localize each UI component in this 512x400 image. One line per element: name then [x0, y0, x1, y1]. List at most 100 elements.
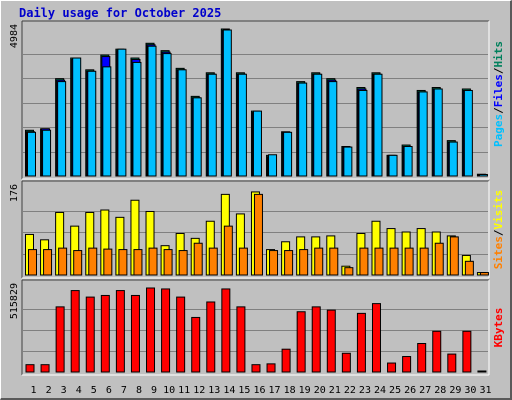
x-tick-label: 10: [163, 385, 175, 396]
hits-panel: 4984 Pages/Files/Hits: [9, 20, 505, 180]
hits-bar-pages: [283, 131, 293, 177]
kbytes-bar-kbytes: [85, 296, 95, 373]
kbytes-bar-kbytes: [251, 364, 261, 373]
hits-bar-pages: [448, 141, 458, 177]
kbytes-bar-kbytes: [161, 288, 171, 373]
kbytes-bar-kbytes: [432, 330, 442, 373]
kbytes-bar-kbytes: [176, 296, 186, 373]
visits-bar-sites: [284, 250, 294, 276]
x-tick-label: 13: [208, 385, 220, 396]
visits-bar-sites: [88, 247, 98, 276]
legend-entry: Visits: [492, 190, 505, 230]
x-tick-label: 16: [253, 385, 265, 396]
kbytes-bar-kbytes: [281, 348, 291, 373]
visits-bar-sites: [223, 225, 233, 276]
kbytes-bar-kbytes: [447, 353, 457, 373]
hits-bar-pages: [102, 66, 112, 177]
x-tick-label: 22: [344, 385, 356, 396]
hits-bar-pages: [87, 70, 97, 177]
x-tick-label: 24: [374, 385, 386, 396]
hits-bar-pages: [463, 89, 473, 177]
visits-bar-sites: [163, 249, 173, 276]
x-tick-label: 21: [329, 385, 341, 396]
legend-entry: /: [492, 229, 505, 236]
legend-entry: KBytes: [492, 308, 505, 348]
kbytes-bar-kbytes: [70, 290, 80, 373]
visits-bar-sites: [359, 247, 369, 276]
x-tick-label: 17: [269, 385, 281, 396]
hits-legend: Pages/Files/Hits: [492, 41, 505, 147]
kbytes-bar-kbytes: [236, 306, 246, 373]
x-tick-label: 6: [106, 385, 112, 396]
hits-bar-pages: [42, 129, 52, 177]
x-tick-label: 2: [46, 385, 52, 396]
visits-bar-sites: [43, 249, 53, 276]
hits-bar-pages: [72, 57, 82, 177]
legend-entry: Files: [492, 74, 505, 107]
x-tick-label: 8: [136, 385, 142, 396]
x-tick-label: 29: [449, 385, 461, 396]
hits-bar-pages: [403, 146, 413, 177]
kbytes-bar-kbytes: [462, 330, 472, 373]
chart-title: Daily usage for October 2025: [19, 6, 222, 20]
x-tick-label: 26: [404, 385, 416, 396]
kbytes-bar-kbytes: [25, 364, 35, 373]
kbytes-ymax-label: 515829: [9, 283, 20, 319]
kbytes-legend: KBytes: [492, 308, 505, 348]
hits-bar-pages: [478, 174, 488, 177]
hits-bar-pages: [313, 73, 323, 177]
hits-bar-pages: [343, 146, 353, 177]
hits-ymax-label: 4984: [9, 24, 20, 48]
hits-bar-pages: [237, 73, 247, 177]
kbytes-bar-kbytes: [191, 316, 201, 373]
visits-bar-sites: [449, 236, 459, 276]
x-tick-label: 19: [299, 385, 311, 396]
kbytes-bar-kbytes: [100, 294, 110, 373]
visits-bar-sites: [253, 193, 263, 276]
kbytes-bar-kbytes: [266, 363, 276, 373]
visits-panel: 176 Sites/Visits: [9, 180, 505, 279]
x-tick-label: 31: [479, 385, 491, 396]
visits-bar-sites: [178, 250, 188, 276]
hits-bar-pages: [252, 110, 262, 177]
x-tick-label: 7: [121, 385, 127, 396]
x-tick-label: 27: [419, 385, 431, 396]
x-tick-label: 18: [284, 385, 296, 396]
kbytes-bar-kbytes: [296, 311, 306, 373]
x-tick-label: 15: [238, 385, 250, 396]
visits-bar-sites: [329, 247, 339, 276]
x-tick-label: 30: [464, 385, 476, 396]
hits-bar-pages: [358, 89, 368, 177]
kbytes-bar-kbytes: [356, 312, 366, 373]
kbytes-bar-kbytes: [341, 352, 351, 373]
hits-bar-pages: [132, 61, 142, 177]
kbytes-bar-kbytes: [402, 356, 412, 373]
hits-bar-pages: [433, 88, 443, 177]
hits-bar-pages: [373, 73, 383, 177]
visits-bar-sites: [344, 267, 354, 276]
panels-layer: 4984Pages/Files/Hits176Sites/Visits51582…: [9, 20, 505, 376]
kbytes-bar-kbytes: [40, 364, 50, 373]
x-tick-label: 11: [178, 385, 190, 396]
kbytes-panel: 515829 KBytes: [9, 279, 505, 376]
x-tick-label: 3: [61, 385, 67, 396]
hits-bar-pages: [147, 45, 157, 177]
visits-bar-sites: [193, 242, 203, 276]
kbytes-bar-kbytes: [115, 290, 125, 373]
x-tick-label: 9: [151, 385, 157, 396]
kbytes-bar-kbytes: [221, 288, 231, 373]
kbytes-plot-area: [22, 280, 489, 375]
x-axis-labels: 1 2 3 4 5 6 7 8 9 10 11 12 13 14 15 16 17 18 19 20 21 22 23 24 2…: [31, 385, 492, 396]
visits-bar-sites: [118, 249, 128, 276]
legend-entry: Hits: [492, 41, 505, 68]
visits-bar-sites: [434, 242, 444, 276]
kbytes-bar-kbytes: [311, 306, 321, 373]
kbytes-bar-kbytes: [130, 294, 140, 373]
visits-bar-sites: [73, 250, 83, 276]
visits-bar-sites: [133, 249, 143, 276]
legend-entry: /: [492, 67, 505, 74]
hits-bar-pages: [27, 131, 36, 177]
hits-bar-pages: [162, 53, 172, 177]
kbytes-bar-kbytes: [55, 306, 65, 373]
x-tick-label: 28: [434, 385, 446, 396]
